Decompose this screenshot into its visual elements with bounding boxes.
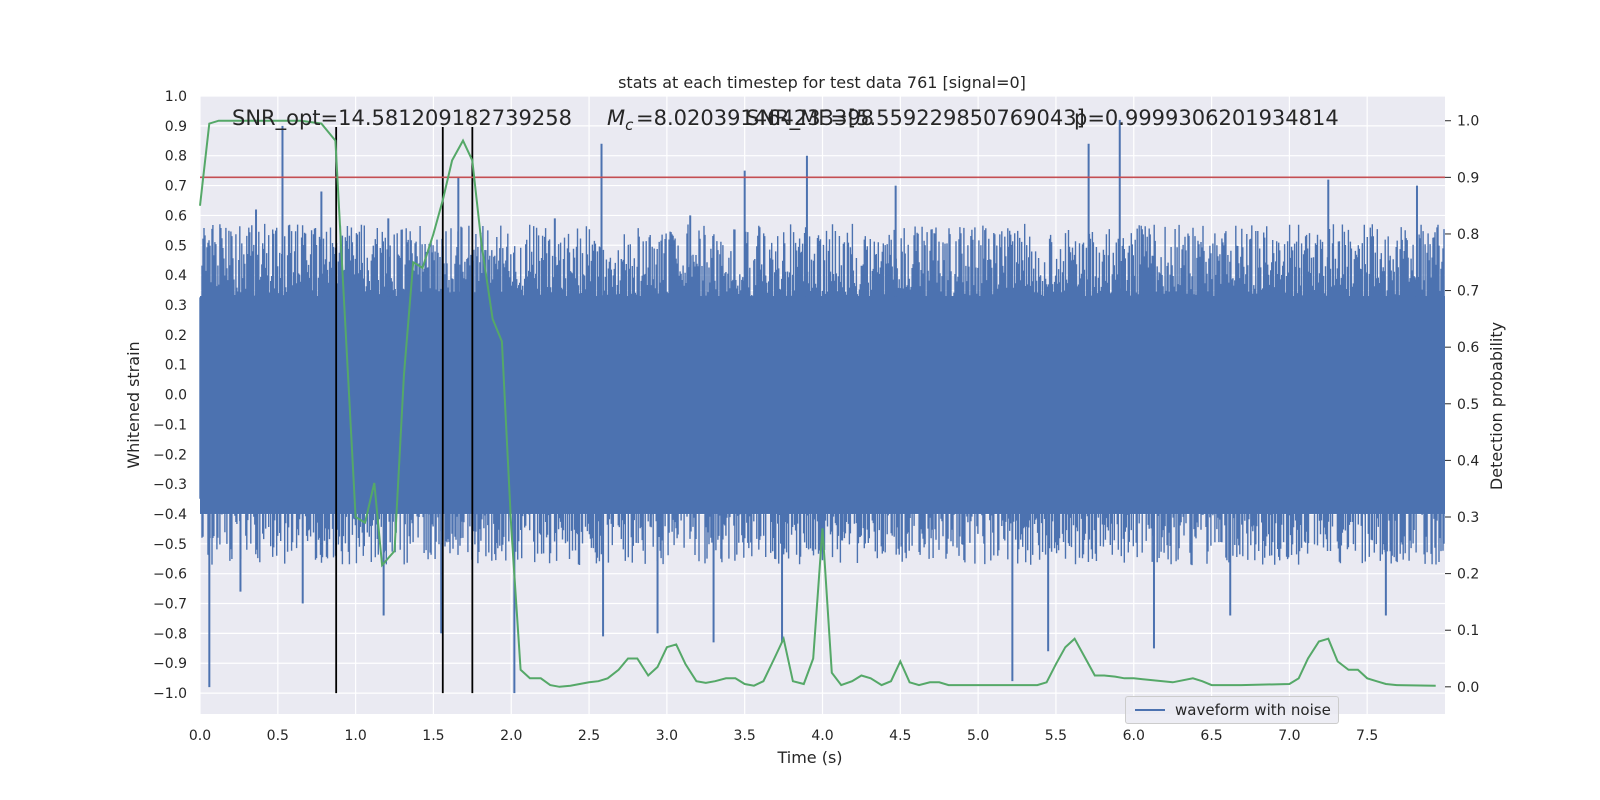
y-tick-label: −0.9 [153,656,187,672]
y2-axis-label: Detection probability [1487,322,1506,490]
x-tick-label: 2.5 [578,728,600,744]
y-tick-labels: 1.0 0.9 0.8 0.7 0.6 0.5 0.4 0.3 0.2 0.1 0.0 −0.1 −0.… [153,89,187,702]
p-annotation: p=0.9999306201934814 [1074,106,1339,130]
y-tick-label: 0.7 [165,179,187,195]
chart-title: stats at each timestep for test data 761… [618,73,1026,92]
snr-opt-annotation: SNR_opt=14.581209182739258 [232,106,572,131]
mc-annotation: =8.020391464233398 [636,106,874,130]
y-tick-label: 0.3 [165,298,187,314]
x-tick-label: 6.0 [1123,728,1145,744]
y-axis-label: Whitened strain [124,341,143,468]
event-markers [335,127,474,694]
y-tick-label: −0.1 [153,417,187,433]
x-tick-label: 4.5 [889,728,911,744]
x-tick-labels: 0.0 0.5 1.0 1.5 2.0 2.5 3.0 3.5 4.0 4.5 5.0 5.5 6.0 6… [189,728,1378,744]
y-tick-label: 0.4 [165,268,187,284]
y-tick-label: 0.0 [165,388,187,404]
x-tick-label: 7.0 [1278,728,1300,744]
y-tick-label: 0.8 [165,149,187,165]
y2-tick-label: 0.8 [1457,227,1479,243]
y-tick-label: −0.5 [153,537,187,553]
x-tick-label: 5.5 [1045,728,1067,744]
y2-tick-label: 0.0 [1457,680,1479,696]
y-tick-label: −0.3 [153,477,187,493]
y-tick-label: 0.9 [165,119,187,135]
y2-tick-label: 0.7 [1457,284,1479,300]
y-tick-label: −0.2 [153,447,187,463]
y-tick-label: 0.6 [165,208,187,224]
x-tick-label: 5.0 [967,728,989,744]
x-tick-label: 0.5 [267,728,289,744]
y-tick-label: −0.4 [153,507,187,523]
x-tick-label: 1.5 [422,728,444,744]
x-axis-label: Time (s) [776,748,842,767]
y-tick-label: 1.0 [165,89,187,105]
y2-tick-label: 0.5 [1457,397,1479,413]
detection-probability-line [199,119,1436,688]
y2-tick-labels: 1.0 0.9 0.8 0.7 0.6 0.5 0.4 0.3 0.2 0.1 0.0 [1445,114,1479,696]
y2-tick-label: 0.4 [1457,453,1479,469]
y2-tick-label: 0.2 [1457,567,1479,583]
y-tick-label: −0.6 [153,567,187,583]
x-tick-label: 4.0 [811,728,833,744]
y-tick-label: −0.7 [153,597,187,613]
y2-tick-label: 0.9 [1457,170,1479,186]
x-tick-label: 3.0 [656,728,678,744]
y-tick-label: 0.1 [165,358,187,374]
y-tick-label: 0.2 [165,328,187,344]
snr-mf-annotation: SNR_MF=[5.559229850769043] [746,106,1085,131]
y-tick-label: 0.5 [165,238,187,254]
x-tick-label: 0.0 [189,728,211,744]
legend: waveform with noise [1125,696,1339,724]
legend-label-waveform: waveform with noise [1175,701,1331,719]
x-tick-label: 2.0 [500,728,522,744]
detection-probability-series [199,119,1436,688]
y-tick-label: −0.8 [153,626,187,642]
legend-swatch-waveform [1135,709,1165,711]
y2-tick-label: 0.3 [1457,510,1479,526]
y2-tick-label: 0.6 [1457,340,1479,356]
x-tick-label: 6.5 [1200,728,1222,744]
x-tick-label: 7.5 [1356,728,1378,744]
y2-tick-label: 1.0 [1457,114,1479,130]
waveform-core-band [200,296,1445,514]
x-tick-label: 1.0 [344,728,366,744]
x-tick-label: 3.5 [734,728,756,744]
y-tick-label: −1.0 [153,686,187,702]
y2-tick-label: 0.1 [1457,623,1479,639]
